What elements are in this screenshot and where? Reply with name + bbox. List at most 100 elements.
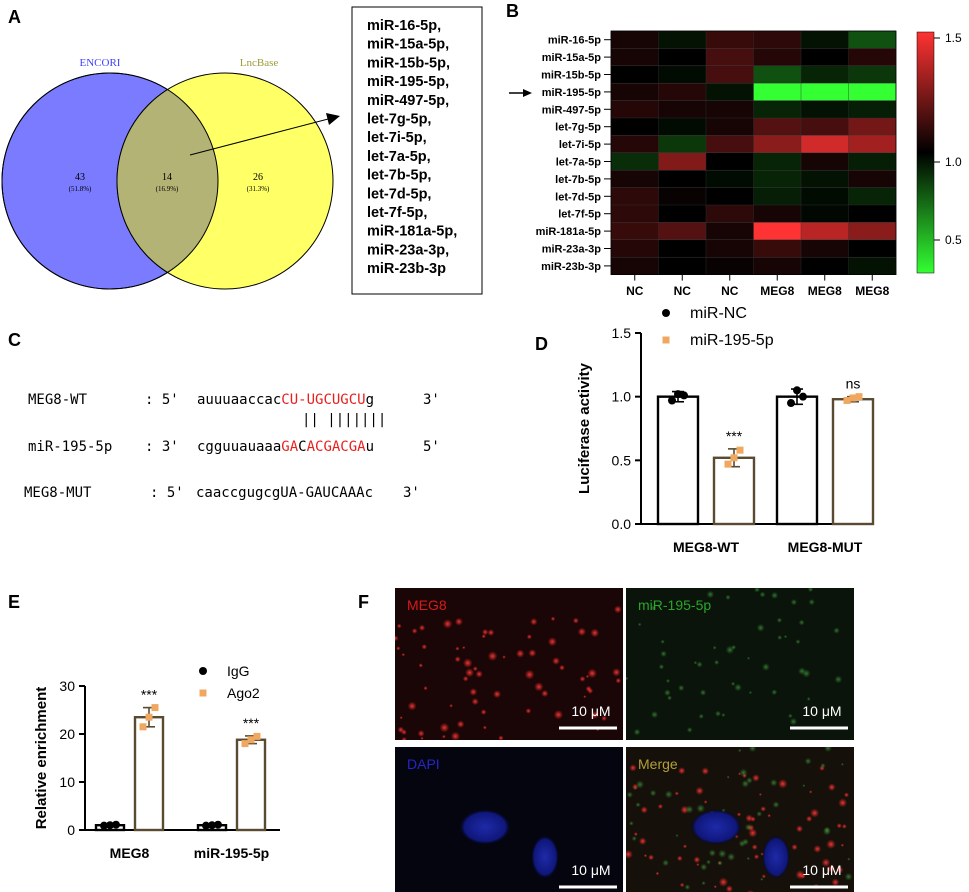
fluorescent-puncta xyxy=(820,762,826,769)
heatmap-cell xyxy=(658,100,706,118)
mirna-list-item: miR-23a-3p, xyxy=(367,242,449,258)
fluorescent-puncta xyxy=(418,624,426,631)
fluorescent-puncta xyxy=(613,605,622,614)
venn-left-pct: (51.8%) xyxy=(69,185,92,193)
colorbar xyxy=(916,31,935,274)
mirna-list-item: miR-23b-3p xyxy=(367,261,446,277)
seq-prefix-mut: : 5' xyxy=(150,485,184,501)
heatmap-col-label: MEG8 xyxy=(855,284,889,298)
fluorescent-puncta xyxy=(695,786,704,795)
heatmap-row-label: miR-497-5p xyxy=(542,104,602,116)
mirna-list-box xyxy=(351,6,483,295)
fluorescent-puncta xyxy=(674,791,679,796)
fluorescent-puncta xyxy=(756,810,763,817)
venn-overlap xyxy=(116,73,218,289)
x-category-label: miR-195-5p xyxy=(194,845,269,861)
heatmap-cell xyxy=(848,118,896,136)
fluorescent-puncta xyxy=(615,677,622,684)
heatmap-cell xyxy=(611,187,659,205)
heatmap-row-label: let-7g-5p xyxy=(555,122,601,134)
data-point xyxy=(253,732,261,740)
heatmap-cell xyxy=(753,187,801,205)
fluorescent-puncta xyxy=(840,762,844,766)
y-tick-label: 0.0 xyxy=(612,516,632,532)
fluorescent-puncta xyxy=(746,656,751,660)
arrowhead-icon xyxy=(326,113,340,125)
fluorescent-puncta xyxy=(420,736,424,740)
bar-Ago2 xyxy=(133,716,165,832)
micrograph-label: miR-195-5p xyxy=(638,597,711,613)
fluorescent-puncta xyxy=(748,747,757,753)
fluorescent-puncta xyxy=(841,823,847,829)
data-point xyxy=(730,454,738,462)
fluorescent-puncta xyxy=(847,857,851,861)
fluorescent-puncta xyxy=(736,812,742,817)
fluorescent-puncta xyxy=(515,649,525,658)
micrograph-label: MEG8 xyxy=(407,597,447,613)
heatmap-cell xyxy=(706,118,754,136)
significance-label: *** xyxy=(141,687,158,703)
fluorescent-puncta xyxy=(741,838,750,846)
fluorescent-puncta xyxy=(660,650,667,658)
fluorescent-puncta xyxy=(701,767,710,775)
chart-enrichment: 0 10 20 30 Relative enrichment MEG8 *** miR-195… xyxy=(33,663,280,861)
data-point xyxy=(106,821,114,830)
heatmap-cell xyxy=(801,31,849,49)
heatmap-cell xyxy=(706,222,754,240)
heatmap-cell xyxy=(753,205,801,223)
venn-mid-pct: (16.9%) xyxy=(156,185,179,193)
mirna-list-item: miR-15a-5p, xyxy=(367,37,449,53)
heatmap-cell xyxy=(611,239,659,258)
heatmap-cell xyxy=(658,31,706,49)
fluorescent-puncta xyxy=(637,622,642,627)
fluorescent-puncta xyxy=(579,675,586,682)
panel-d: D 0.0 0.5 1.0 1.5 Luciferase activity MEG8-WT… xyxy=(535,305,875,555)
heatmap-cell xyxy=(848,187,896,205)
fluorescent-puncta xyxy=(650,605,657,611)
heatmap-cell xyxy=(611,31,659,49)
colorbar-tick-label: 0.5 xyxy=(945,233,962,247)
fluorescent-puncta xyxy=(761,874,766,879)
fluorescent-puncta xyxy=(587,668,597,679)
heatmap-cell xyxy=(611,205,659,223)
heatmap-cell xyxy=(753,48,801,66)
panel-letter-e: E xyxy=(8,592,20,612)
heatmap-row-label: miR-23b-3p xyxy=(541,261,601,273)
fluorescent-puncta xyxy=(810,808,820,818)
fluorescent-puncta xyxy=(788,713,793,719)
heatmap-cell xyxy=(706,48,754,66)
heatmap-row-label: miR-195-5p xyxy=(542,87,602,99)
fluorescent-puncta xyxy=(638,837,647,846)
panel-b: B miR-16-5p miR-15a-5p miR-15b-5p miR-195-5… xyxy=(506,1,962,298)
fluorescent-puncta xyxy=(498,735,504,740)
fluorescent-puncta xyxy=(502,655,506,659)
heatmap-cell xyxy=(801,118,849,136)
fluorescent-puncta xyxy=(631,835,637,842)
fluorescent-puncta xyxy=(714,710,722,717)
fluorescent-puncta xyxy=(678,767,686,775)
fluorescent-puncta xyxy=(667,695,673,701)
seq-suffix-mut: 3' xyxy=(403,485,420,501)
fluorescent-puncta xyxy=(703,800,708,804)
heatmap-cell xyxy=(658,83,706,101)
micrograph-meg8: MEG8 10 μM xyxy=(395,588,623,740)
heatmap-cell xyxy=(753,170,801,188)
venn-right-count: 26 xyxy=(253,172,263,183)
heatmap-cell xyxy=(611,100,659,118)
seq-prefix-wt: : 5' xyxy=(145,392,179,408)
fluorescent-puncta xyxy=(628,820,634,826)
heatmap-cell xyxy=(801,135,849,153)
data-point xyxy=(139,723,147,731)
fluorescent-puncta xyxy=(526,634,532,640)
heatmap-cell xyxy=(848,205,896,223)
y-tick-label: 10 xyxy=(59,774,75,790)
fluorescent-puncta xyxy=(772,801,780,809)
bar-miR-NC xyxy=(775,395,819,526)
fluorescent-puncta xyxy=(633,728,641,736)
heatmap-cell xyxy=(801,48,849,66)
panel-letter-c: C xyxy=(8,330,21,350)
fluorescent-puncta xyxy=(655,871,660,876)
heatmap-cell xyxy=(658,170,706,188)
fluorescent-puncta xyxy=(442,734,446,739)
venn-mid-count: 14 xyxy=(162,172,172,183)
